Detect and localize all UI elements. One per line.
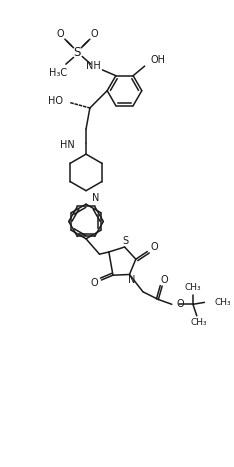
- Text: HN: HN: [60, 141, 74, 150]
- Text: H₃C: H₃C: [49, 68, 67, 78]
- Text: O: O: [150, 242, 158, 252]
- Text: O: O: [56, 29, 64, 39]
- Text: S: S: [123, 236, 129, 246]
- Text: OH: OH: [150, 55, 165, 65]
- Text: CH₃: CH₃: [190, 318, 207, 327]
- Text: S: S: [74, 46, 81, 59]
- Text: N: N: [128, 275, 135, 285]
- Text: O: O: [91, 278, 99, 288]
- Text: CH₃: CH₃: [214, 298, 231, 307]
- Text: NH: NH: [86, 61, 100, 71]
- Text: O: O: [177, 299, 184, 309]
- Text: HO: HO: [48, 96, 63, 106]
- Text: O: O: [91, 29, 99, 39]
- Text: O: O: [160, 275, 168, 285]
- Text: N: N: [92, 193, 99, 204]
- Text: CH₃: CH₃: [185, 283, 201, 292]
